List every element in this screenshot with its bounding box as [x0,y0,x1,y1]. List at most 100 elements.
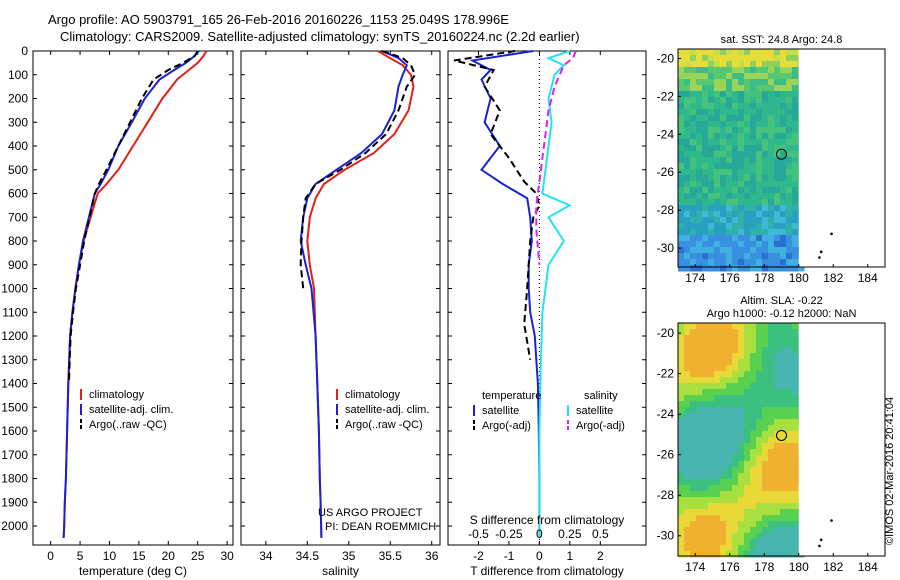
map-cell [714,253,721,260]
map-cell [726,205,733,212]
map-cell [774,175,781,182]
map-cell [678,49,685,56]
map-cell [792,491,799,498]
map-cell [774,443,781,450]
map-cell [768,395,775,402]
map-cell [762,443,769,450]
map-cell [786,157,793,164]
map-cell [708,437,715,444]
x-tick-label: 34 [259,549,273,563]
map-cell [726,187,733,194]
x-axis-label: T difference from climatology [470,564,624,578]
map-cell [720,413,727,420]
x-tick-label: 0 [47,549,54,563]
map-cell [696,341,703,348]
temperature-panel: 0 5 10 15 20 25 300100200300400500600700800900… [1,44,234,578]
map-cell [720,73,727,80]
map-cell [738,419,745,426]
map-cell [702,359,709,366]
map-cell [756,395,763,402]
map-cell [768,181,775,188]
map-cell [720,431,727,438]
map-cell [678,67,685,74]
map-cell [780,79,787,86]
map-cell [708,91,715,98]
map-cell [726,419,733,426]
map-cell [744,485,751,492]
map-cell [768,103,775,110]
map-cell [714,49,721,56]
map-cell [684,157,691,164]
map-cell [762,187,769,194]
map-cell [708,151,715,158]
map-cell [780,425,787,432]
map-cell [684,199,691,206]
map-cell [750,109,757,116]
map-cell [702,425,709,432]
map-cell [780,329,787,336]
map-cell [792,473,799,480]
map-cell [786,461,793,468]
map-cell [768,169,775,176]
map-cell [750,157,757,164]
map-cell [756,377,763,384]
map-cell [720,473,727,480]
map-cell [738,199,745,206]
map-cell [720,371,727,378]
map-cell [732,521,739,528]
map-cell [750,103,757,110]
map-cell [732,401,739,408]
map-cell [726,253,733,260]
map-cell [780,521,787,528]
map-cell [720,359,727,366]
map-cell [750,365,757,372]
map-cell [774,67,781,74]
y-tick-label: 600 [8,187,28,201]
map-cell [708,329,715,336]
map-cell [690,383,697,390]
map-cell [762,199,769,206]
map-cell [774,223,781,230]
map-cell [792,139,799,146]
map-cell [762,347,769,354]
map-cell [690,145,697,152]
map-cell [708,109,715,116]
map-cell [684,485,691,492]
y-tick-label: 400 [8,139,28,153]
map-cell [756,365,763,372]
map-cell [726,241,733,248]
map-cell [726,193,733,200]
map-cell [738,533,745,540]
map-cell [738,163,745,170]
map-cell [702,235,709,242]
map-cell [744,479,751,486]
map-cell [696,91,703,98]
map-cell [762,401,769,408]
map-cell [768,467,775,474]
map-cell [690,67,697,74]
map-cell [684,467,691,474]
map-cell [690,259,697,266]
map-cell [780,395,787,402]
map-cell [702,473,709,480]
map-cell [762,73,769,80]
map-cell [762,49,769,56]
map-cell [744,389,751,396]
map-cell [774,329,781,336]
map-cell [792,217,799,224]
map-cell [738,449,745,456]
map-cell [792,247,799,254]
map-cell [756,329,763,336]
map-cell [792,97,799,104]
map-cell [774,85,781,92]
y-tick-label: 0 [21,44,28,58]
map-cell [732,503,739,510]
map-cell [792,193,799,200]
map-cell [690,389,697,396]
map-cell [726,103,733,110]
map-cell [750,55,757,62]
map-cell [786,175,793,182]
map-cell [702,169,709,176]
map-cell [774,335,781,342]
